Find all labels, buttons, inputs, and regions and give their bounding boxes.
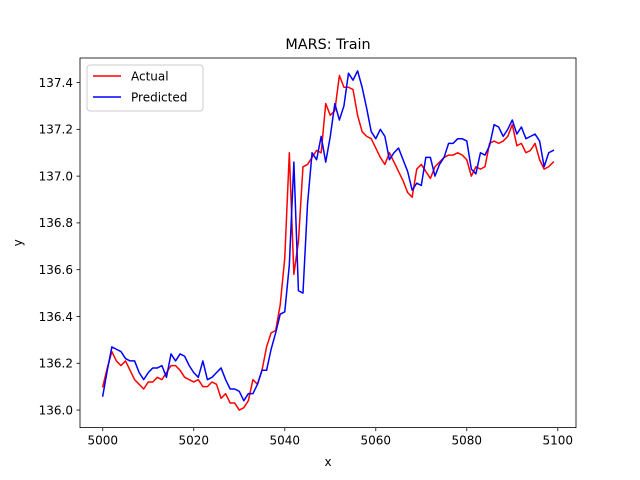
x-tick-label: 5080	[452, 434, 483, 448]
chart-title: MARS: Train	[285, 37, 370, 53]
legend-label-predicted: Predicted	[131, 91, 187, 105]
x-tick-label: 5040	[269, 434, 300, 448]
series-line-predicted	[101, 70, 555, 402]
x-axis-ticks: 5000 5020 5040 5060 5080 5100	[87, 427, 574, 448]
y-tick-label: 136.8	[39, 216, 73, 230]
x-tick-label: 5100	[543, 434, 574, 448]
legend-label-actual: Actual	[131, 70, 169, 84]
x-tick-label: 5060	[361, 434, 392, 448]
y-axis-label: y	[11, 239, 25, 246]
y-tick-label: 137.4	[39, 76, 73, 90]
x-tick-label: 5000	[87, 434, 118, 448]
plot-lines	[101, 70, 555, 411]
series-line-actual	[101, 74, 555, 411]
x-tick-label: 5020	[178, 434, 209, 448]
axes-frame	[79, 57, 577, 429]
x-axis-label: x	[324, 455, 331, 469]
legend: Actual Predicted	[86, 64, 204, 112]
y-axis-ticks: 136.0 136.2 136.4 136.6 136.8 137.0 137.2 137.4	[39, 76, 80, 417]
y-tick-label: 137.2	[39, 123, 73, 137]
y-tick-label: 136.6	[39, 263, 73, 277]
y-tick-label: 137.0	[39, 169, 73, 183]
y-tick-label: 136.4	[39, 310, 73, 324]
y-tick-label: 136.0	[39, 403, 73, 417]
y-tick-label: 136.2	[39, 357, 73, 371]
